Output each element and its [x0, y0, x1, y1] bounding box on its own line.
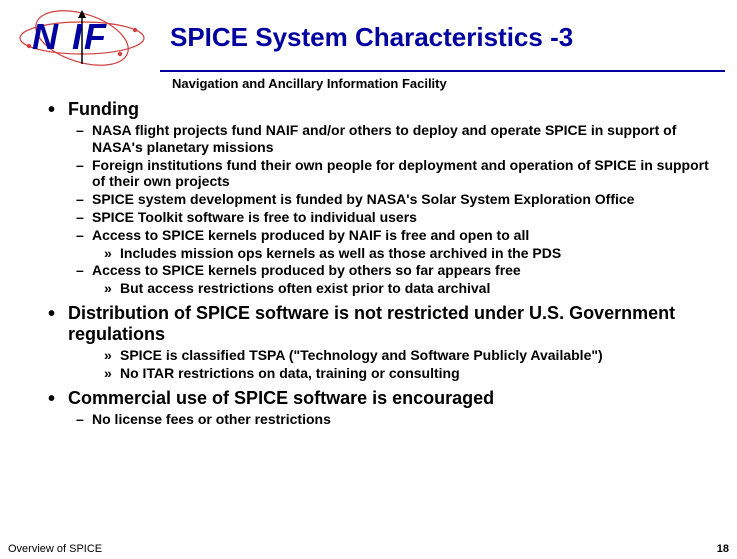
- slide-header: N IF SPICE System Characteristics -3: [0, 0, 737, 68]
- sub-sub-bullet: Includes mission ops kernels as well as …: [104, 245, 709, 262]
- sub-bullet: SPICE Toolkit software is free to indivi…: [76, 209, 709, 226]
- title-underline: [160, 70, 725, 72]
- sub-sub-bullet: No ITAR restrictions on data, training o…: [104, 365, 709, 382]
- slide-footer: Overview of SPICE 18: [8, 543, 729, 555]
- sub-bullet: Access to SPICE kernels produced by othe…: [76, 262, 709, 279]
- slide-body: Funding NASA flight projects fund NAIF a…: [0, 99, 737, 427]
- naif-logo: N IF: [12, 8, 152, 66]
- sub-bullet: No license fees or other restrictions: [76, 411, 709, 428]
- sub-bullet: NASA flight projects fund NAIF and/or ot…: [76, 122, 709, 156]
- sub-bullet: SPICE system development is funded by NA…: [76, 191, 709, 208]
- logo-text: N IF: [32, 16, 108, 58]
- sub-sub-bullet: But access restrictions often exist prio…: [104, 280, 709, 297]
- slide-title: SPICE System Characteristics -3: [170, 22, 573, 53]
- bullet-funding: Funding: [48, 99, 709, 120]
- page-number: 18: [717, 543, 729, 555]
- slide-subtitle: Navigation and Ancillary Information Fac…: [172, 76, 737, 91]
- sub-sub-bullet: SPICE is classified TSPA ("Technology an…: [104, 347, 709, 364]
- sub-bullet: Foreign institutions fund their own peop…: [76, 157, 709, 191]
- sub-bullet: Access to SPICE kernels produced by NAIF…: [76, 227, 709, 244]
- bullet-commercial: Commercial use of SPICE software is enco…: [48, 388, 709, 409]
- bullet-distribution: Distribution of SPICE software is not re…: [48, 303, 709, 345]
- footer-left: Overview of SPICE: [8, 543, 102, 555]
